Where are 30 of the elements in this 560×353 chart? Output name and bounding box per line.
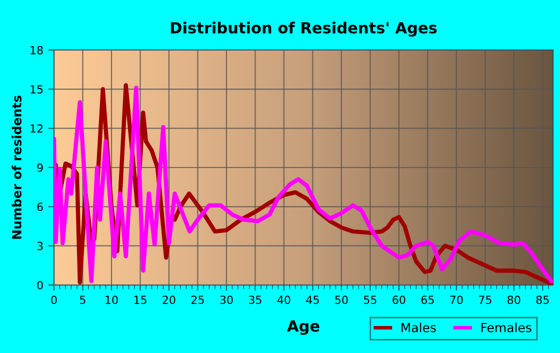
y-tick-label: 15 — [30, 85, 43, 94]
x-tick-label: 0 — [51, 296, 57, 304]
x-tick-label: 30 — [220, 296, 233, 304]
y-axis-title: Number of residents — [12, 96, 22, 239]
legend-label: Females — [481, 322, 532, 332]
x-tick-label: 10 — [106, 296, 118, 304]
x-tick-label: 50 — [335, 296, 348, 304]
x-tick-label: 80 — [508, 296, 520, 304]
x-tick-label: 60 — [392, 296, 406, 304]
y-tick-label: 3 — [37, 242, 43, 250]
x-tick-label: 55 — [364, 296, 376, 304]
y-tick-label: 9 — [37, 163, 43, 172]
x-tick-label: 45 — [306, 296, 319, 304]
y-tick-label: 18 — [30, 46, 43, 54]
x-tick-label: 25 — [191, 296, 204, 304]
x-tick-label: 85 — [536, 296, 549, 304]
y-tick-label: 6 — [37, 202, 43, 212]
x-tick-label: 5 — [80, 296, 86, 304]
x-axis-title: Age — [287, 320, 320, 335]
x-tick-label: 70 — [450, 296, 463, 304]
x-tick-label: 20 — [162, 296, 176, 304]
y-tick-label: 0 — [37, 280, 43, 290]
x-tick-label: 40 — [277, 296, 290, 304]
legend-label: Males — [402, 322, 436, 332]
x-tick-label: 35 — [248, 296, 262, 304]
chart-title: Distribution of Residents' Ages — [170, 22, 437, 37]
x-tick-label: 65 — [421, 296, 434, 304]
x-tick-label: 15 — [134, 296, 146, 304]
x-tick-label: 75 — [479, 296, 492, 304]
y-tick-label: 12 — [30, 124, 42, 133]
